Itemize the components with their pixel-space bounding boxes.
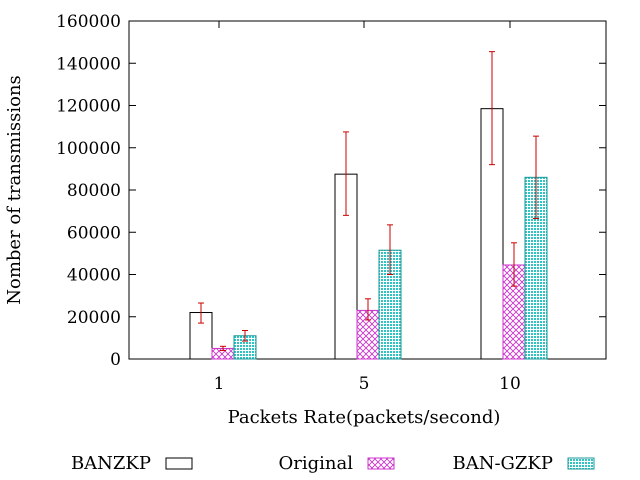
legend-swatch (367, 457, 395, 470)
bar-series (189, 108, 548, 360)
y-axis-ticks: 0 20000 40000 60000 80000 100000 120000 140000 1… (56, 12, 606, 370)
legend: BANZKP Original BAN-GZKP (71, 453, 595, 474)
y-tick-label: 120000 (56, 97, 121, 117)
y-tick-label: 80000 (67, 181, 121, 201)
x-tick-label: 5 (359, 374, 370, 394)
y-tick-label: 100000 (56, 139, 121, 159)
legend-swatch (165, 457, 193, 470)
y-tick-label: 40000 (67, 266, 121, 286)
x-axis-title: Packets Rate(packets/second) (228, 407, 501, 428)
y-tick-label: 0 (110, 350, 121, 370)
y-tick-label: 20000 (67, 308, 121, 328)
legend-label: Original (279, 453, 354, 474)
y-tick-label: 140000 (56, 54, 121, 74)
y-axis-title: Nomber of transmissions (4, 75, 25, 305)
x-tick-label: 1 (214, 374, 225, 394)
error-bars (198, 51, 539, 352)
legend-label: BAN-GZKP (452, 453, 553, 474)
x-tick-label: 10 (499, 374, 521, 394)
legend-label: BANZKP (71, 453, 151, 474)
legend-swatch (567, 457, 595, 470)
y-tick-label: 60000 (67, 223, 121, 243)
y-tick-label: 160000 (56, 12, 121, 32)
